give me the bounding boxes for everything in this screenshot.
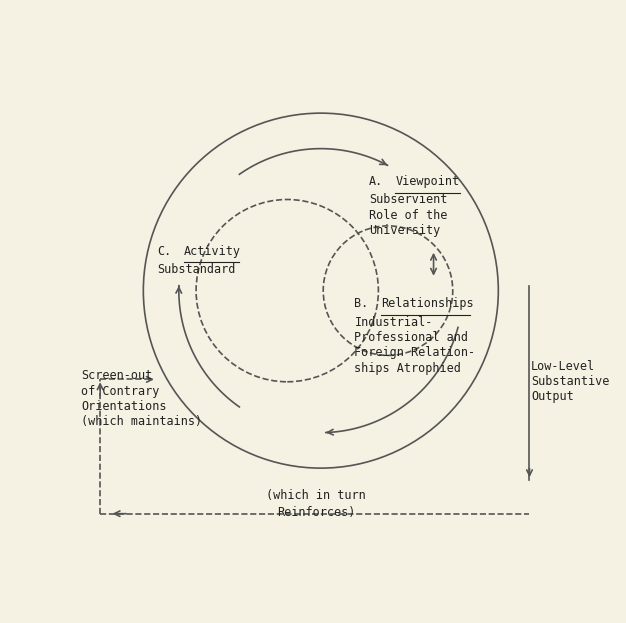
Text: (which maintains): (which maintains): [81, 416, 202, 429]
Text: A.: A.: [369, 175, 383, 188]
Text: Screen-out: Screen-out: [81, 369, 152, 383]
Text: Relationships: Relationships: [381, 297, 473, 310]
Text: University: University: [369, 224, 440, 237]
Text: Activity: Activity: [184, 245, 241, 258]
Text: Viewpoint: Viewpoint: [395, 175, 459, 188]
Text: B.: B.: [354, 297, 369, 310]
Text: C.: C.: [158, 245, 172, 258]
Text: Subservient: Subservient: [369, 193, 447, 206]
Text: Industrial-: Industrial-: [354, 316, 433, 329]
Text: (which in turn: (which in turn: [266, 489, 366, 502]
Text: Output: Output: [531, 391, 573, 404]
Text: ships Atrophied: ships Atrophied: [354, 362, 461, 374]
Text: Professional and: Professional and: [354, 331, 468, 344]
Text: Low-Level: Low-Level: [531, 359, 595, 373]
Text: of Contrary: of Contrary: [81, 385, 160, 397]
Text: Substantive: Substantive: [531, 375, 609, 388]
Text: Role of the: Role of the: [369, 209, 447, 222]
Text: Orientations: Orientations: [81, 400, 167, 413]
Text: Reinforces): Reinforces): [277, 506, 355, 518]
Text: Foreign Relation-: Foreign Relation-: [354, 346, 476, 359]
Text: Substandard: Substandard: [158, 263, 236, 276]
